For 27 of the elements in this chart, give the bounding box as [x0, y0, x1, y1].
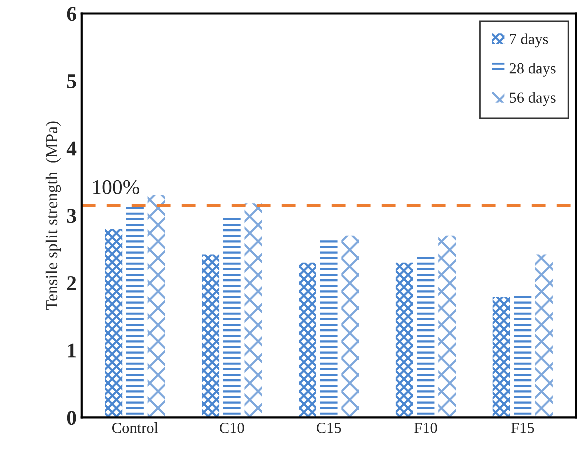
bar: [342, 236, 360, 418]
bar: [105, 229, 123, 418]
legend-label: 28 days: [510, 62, 556, 77]
bar: [299, 262, 316, 418]
bar: [202, 254, 220, 418]
bar: [244, 204, 262, 418]
y-tick-label: 6: [67, 7, 76, 22]
bar: [148, 196, 166, 418]
y-tick-label: 0: [67, 411, 76, 426]
y-axis-title: Tensile split strength (MPa): [46, 122, 62, 310]
y-tick-label: 5: [67, 74, 76, 89]
bar: [536, 254, 553, 418]
y-tick-label: 3: [67, 209, 76, 224]
annotation: 100%: [93, 180, 140, 195]
x-tick-label: C10: [220, 422, 244, 434]
x-tick-label: F10: [414, 422, 438, 434]
x-tick-label: F15: [511, 423, 534, 434]
bar: [396, 262, 414, 418]
x-tick-label: C15: [316, 423, 342, 434]
legend-label: 56 days: [510, 92, 556, 106]
y-tick-label: 1: [68, 344, 76, 358]
y-tick-label: 4: [66, 142, 77, 156]
y-tick-label: 2: [68, 276, 76, 290]
x-tick-label: Control: [112, 422, 158, 434]
bar: [438, 236, 456, 418]
legend-label: 7 days: [510, 34, 548, 48]
bar: [492, 297, 510, 418]
